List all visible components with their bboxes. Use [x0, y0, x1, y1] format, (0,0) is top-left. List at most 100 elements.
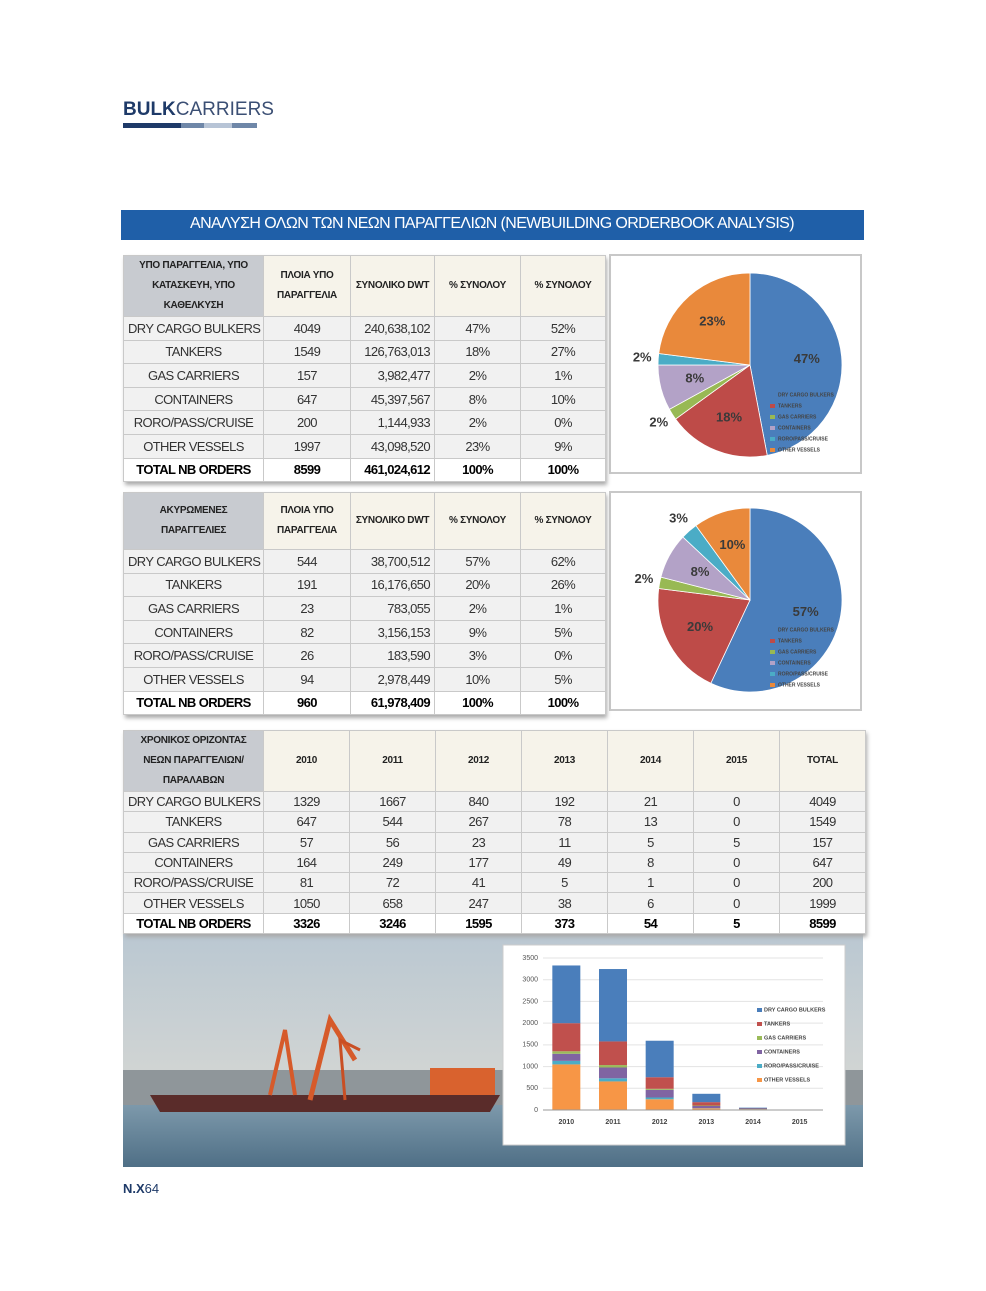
table-cell: GAS CARRIERS	[123, 363, 264, 388]
table-cell: 658	[349, 892, 436, 914]
legend-label: TANKERS	[778, 638, 802, 644]
table-cell: 100%	[434, 457, 521, 483]
table-cell: 183,590	[350, 643, 435, 668]
table-cell: 0	[693, 892, 780, 914]
table-grid: ΥΠΟ ΠΑΡΑΓΓΕΛΙΑ, ΥΠΟ ΚΑΤΑΣΚΕΥΗ, ΥΠΟ ΚΑΘΕΛ…	[123, 255, 606, 483]
table-cell: 26%	[520, 572, 606, 598]
legend-swatch	[770, 426, 775, 430]
table-cell: 41	[435, 872, 522, 894]
pie-label: 57%	[793, 604, 819, 619]
table-cell: 11	[521, 831, 608, 853]
bar-segment	[599, 1067, 627, 1079]
legend-label: RORO/PASS/CRUISE	[778, 436, 829, 442]
header-cell: % ΣΥΝΟΛΟΥ	[434, 492, 521, 550]
table-cell: 4049	[779, 790, 866, 813]
header-cell: 2012	[435, 730, 522, 792]
table-cell: 2%	[434, 363, 521, 388]
total-row: TOTAL NB ORDERS 3326 3246 1595 373 54 5 8599	[123, 912, 866, 935]
table-cell: 8599	[779, 912, 866, 935]
table-cell: 43,098,520	[350, 433, 435, 459]
table-cell: 1%	[520, 363, 606, 388]
y-tick-label: 3500	[522, 955, 538, 962]
table-cell: 5%	[520, 619, 606, 645]
table-cell: 10%	[434, 666, 521, 692]
legend-swatch	[770, 661, 775, 665]
bar-segment	[692, 1108, 721, 1110]
brand-bar	[181, 123, 204, 128]
table-cell: 1667	[349, 790, 436, 813]
header-cell: TOTAL	[779, 730, 866, 792]
table-cell: 157	[263, 363, 351, 388]
table-row: OTHER VESSELS 1997 43,098,520 23% 9%	[123, 433, 606, 459]
table-cell: 0	[693, 872, 780, 894]
table-row: RORO/PASS/CRUISE 26 183,590 3% 0%	[123, 643, 606, 668]
table-cell: 72	[349, 872, 436, 894]
table-cell: 16,176,650	[350, 572, 435, 598]
bar-segment	[645, 1089, 674, 1098]
header-cell: ΠΛΟΙΑ ΥΠΟ ΠΑΡΑΓΓΕΛΙΑ	[263, 255, 351, 317]
pie-label: 47%	[794, 351, 820, 366]
table-cell: OTHER VESSELS	[123, 892, 264, 914]
bar-segment	[645, 1077, 674, 1089]
x-tick-label: 2014	[745, 1119, 761, 1126]
footer: N.X64	[123, 1181, 159, 1196]
pie-label: 2%	[633, 350, 652, 365]
legend-swatch	[770, 683, 775, 687]
table-cell: 26	[263, 643, 351, 668]
table-cell: 3,156,153	[350, 619, 435, 645]
table-cell: TANKERS	[123, 811, 264, 833]
table-cell: 6	[607, 892, 694, 914]
table-row: OTHER VESSELS 1050 658 247 38 6 0 1999	[123, 892, 866, 914]
bar-segment	[552, 1060, 581, 1065]
bar-segment	[552, 1023, 581, 1052]
bar-segment	[739, 1108, 767, 1110]
bar-segment	[599, 1081, 627, 1110]
table-cell: 61,978,409	[350, 690, 435, 716]
table-cell: 38	[521, 892, 608, 914]
table-cell: RORO/PASS/CRUISE	[123, 410, 264, 435]
table-row: RORO/PASS/CRUISE 81 72 41 5 1 0 200	[123, 872, 866, 894]
table-cell: 0%	[520, 643, 606, 668]
legend-swatch	[757, 1078, 762, 1082]
y-tick-label: 500	[526, 1085, 538, 1092]
x-tick-label: 2011	[605, 1119, 620, 1126]
brand-light: CARRIERS	[176, 99, 274, 120]
table-cell: CONTAINERS	[123, 851, 264, 874]
pie-label: 2%	[649, 414, 668, 429]
table-cell: 47%	[434, 316, 521, 341]
legend-swatch	[757, 1050, 762, 1054]
table-cell: 647	[263, 811, 350, 833]
table-cell: 4049	[263, 316, 351, 341]
bar-segment	[599, 1078, 627, 1082]
pie-label: 2%	[635, 571, 654, 586]
banner-title: ΑΝΑΛΥΣΗ ΟΛΩΝ ΤΩΝ ΝΕΩΝ ΠΑΡΑΓΓΕΛΙΩΝ (NEWBU…	[190, 215, 794, 232]
legend-label: DRY CARGO BULKERS	[764, 1007, 826, 1013]
table-row: DRY CARGO BULKERS 4049 240,638,102 47% 52%	[123, 316, 606, 341]
legend-label: TANKERS	[764, 1021, 791, 1027]
legend-label: GAS CARRIERS	[764, 1035, 807, 1041]
table-cell: 3246	[349, 912, 436, 935]
table-cell: 9%	[520, 433, 606, 459]
pie-slice	[658, 272, 751, 366]
header-cell: 2010	[263, 730, 350, 792]
pie-label: 8%	[691, 564, 710, 579]
brand: BULKCARRIERS	[123, 99, 274, 120]
table-cell: 27%	[520, 339, 606, 365]
table-cell: 1,144,933	[350, 410, 435, 435]
pie-label: 23%	[699, 314, 725, 329]
table: ΥΠΟ ΠΑΡΑΓΓΕΛΙΑ, ΥΠΟ ΚΑΤΑΣΚΕΥΗ, ΥΠΟ ΚΑΘΕΛ…	[123, 255, 606, 483]
pie-slice	[675, 364, 768, 458]
table-row: OTHER VESSELS 94 2,978,449 10% 5%	[123, 666, 606, 692]
table-row: GAS CARRIERS 57 56 23 11 5 5 157	[123, 831, 866, 853]
table-cell: GAS CARRIERS	[123, 596, 264, 621]
y-tick-label: 2500	[522, 998, 538, 1005]
table-cell: 191	[263, 572, 351, 598]
table-cell: 240,638,102	[350, 316, 435, 341]
bar-segment	[552, 1064, 581, 1110]
table-cell: 1549	[263, 339, 351, 365]
legend-label: CONTAINERS	[778, 660, 811, 666]
header-cell: ΥΠΟ ΠΑΡΑΓΓΕΛΙΑ, ΥΠΟ ΚΑΤΑΣΚΕΥΗ, ΥΠΟ ΚΑΘΕΛ…	[123, 255, 264, 317]
legend-swatch	[770, 437, 775, 441]
table-cell: 8%	[434, 386, 521, 412]
table-cell: 1050	[263, 892, 350, 914]
